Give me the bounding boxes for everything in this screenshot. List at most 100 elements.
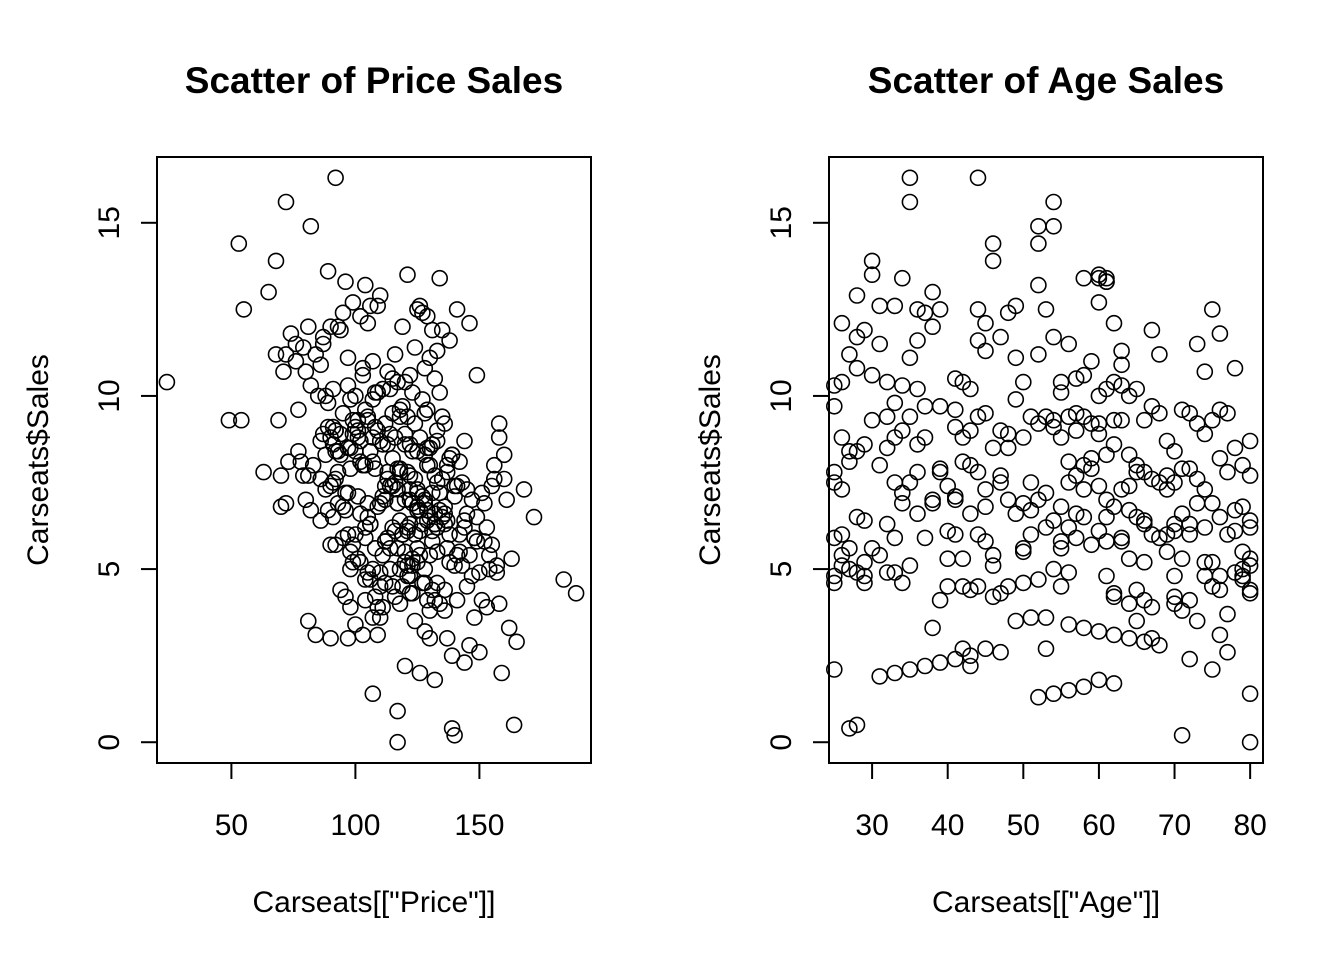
data-point xyxy=(946,491,964,509)
data-point xyxy=(833,557,851,574)
data-point xyxy=(1007,612,1025,630)
data-point xyxy=(1219,643,1236,661)
data-point xyxy=(1204,411,1221,429)
y-tick-label: 5 xyxy=(93,561,126,578)
data-point xyxy=(567,584,585,602)
data-point xyxy=(863,252,881,270)
data-point xyxy=(324,474,342,491)
data-point xyxy=(893,574,911,592)
data-point xyxy=(825,529,843,547)
data-point xyxy=(1014,373,1032,391)
data-point xyxy=(1060,453,1077,471)
data-point xyxy=(1090,425,1108,443)
data-point xyxy=(916,304,934,322)
data-point xyxy=(1181,591,1198,609)
data-point xyxy=(456,654,473,671)
data-point xyxy=(369,626,387,644)
data-point xyxy=(458,505,476,523)
data-point xyxy=(1060,519,1077,536)
data-point xyxy=(848,716,866,734)
data-point xyxy=(418,501,436,519)
data-point xyxy=(344,536,362,554)
data-point xyxy=(461,546,478,564)
data-point xyxy=(992,422,1009,439)
data-point xyxy=(409,481,426,498)
data-point xyxy=(508,633,525,651)
data-point xyxy=(332,425,349,443)
data-point xyxy=(825,377,843,394)
data-point xyxy=(379,463,396,481)
data-point xyxy=(344,294,362,311)
data-point xyxy=(314,335,332,353)
data-point xyxy=(304,456,322,474)
data-point xyxy=(480,546,498,564)
data-point xyxy=(525,508,543,526)
data-point xyxy=(280,453,297,471)
data-point xyxy=(1007,391,1025,408)
data-point xyxy=(270,411,287,429)
data-point xyxy=(962,581,979,599)
data-point xyxy=(307,626,325,644)
y-tick-label: 5 xyxy=(765,561,798,578)
data-points xyxy=(158,169,585,751)
data-point xyxy=(436,498,454,516)
data-point xyxy=(260,283,277,301)
data-point xyxy=(290,401,307,419)
data-point xyxy=(946,418,964,436)
data-point xyxy=(319,262,337,280)
data-point xyxy=(1105,314,1123,332)
data-point xyxy=(841,539,858,557)
data-point xyxy=(931,301,949,318)
data-point xyxy=(488,557,506,574)
data-point xyxy=(369,297,387,315)
data-point xyxy=(356,519,374,536)
data-point xyxy=(322,318,339,336)
data-point xyxy=(426,671,444,689)
data-point xyxy=(1037,301,1055,318)
panel-title: Scatter of Age Sales xyxy=(868,60,1224,101)
data-point xyxy=(334,498,352,516)
data-point xyxy=(483,477,501,495)
data-point xyxy=(401,467,419,484)
data-point xyxy=(833,481,851,498)
data-point xyxy=(848,564,866,581)
data-point xyxy=(374,380,392,398)
x-tick-label: 100 xyxy=(330,809,380,842)
data-point xyxy=(984,252,1002,270)
data-point xyxy=(924,491,941,509)
y-tick-label: 0 xyxy=(93,734,126,751)
data-point xyxy=(1120,477,1138,495)
data-point xyxy=(1014,574,1032,592)
data-point xyxy=(969,408,987,426)
data-point xyxy=(992,643,1009,661)
data-point xyxy=(371,287,389,304)
data-point xyxy=(294,467,312,484)
data-point xyxy=(856,512,873,529)
data-point xyxy=(1113,342,1130,360)
data-point xyxy=(441,449,458,467)
data-point xyxy=(1045,193,1062,211)
data-point xyxy=(977,342,994,360)
data-point xyxy=(394,318,411,336)
data-point xyxy=(1173,460,1191,478)
data-point xyxy=(233,411,250,429)
data-point xyxy=(1151,346,1168,363)
data-point xyxy=(1105,584,1123,602)
data-point xyxy=(461,636,478,654)
data-point xyxy=(977,314,994,332)
data-point xyxy=(334,304,352,322)
data-point xyxy=(1241,432,1259,450)
data-point xyxy=(984,588,1002,606)
y-tick-label: 15 xyxy=(765,206,798,239)
data-point xyxy=(1014,429,1032,446)
x-axis-label: Carseats[["Price"]] xyxy=(252,886,495,919)
data-point xyxy=(485,456,503,474)
data-point xyxy=(931,460,949,478)
data-point xyxy=(977,481,994,498)
y-tick-label: 10 xyxy=(93,379,126,412)
data-point xyxy=(282,325,300,342)
data-point xyxy=(1136,411,1153,429)
data-point xyxy=(327,470,344,488)
data-point xyxy=(841,720,858,737)
data-point xyxy=(878,515,896,533)
